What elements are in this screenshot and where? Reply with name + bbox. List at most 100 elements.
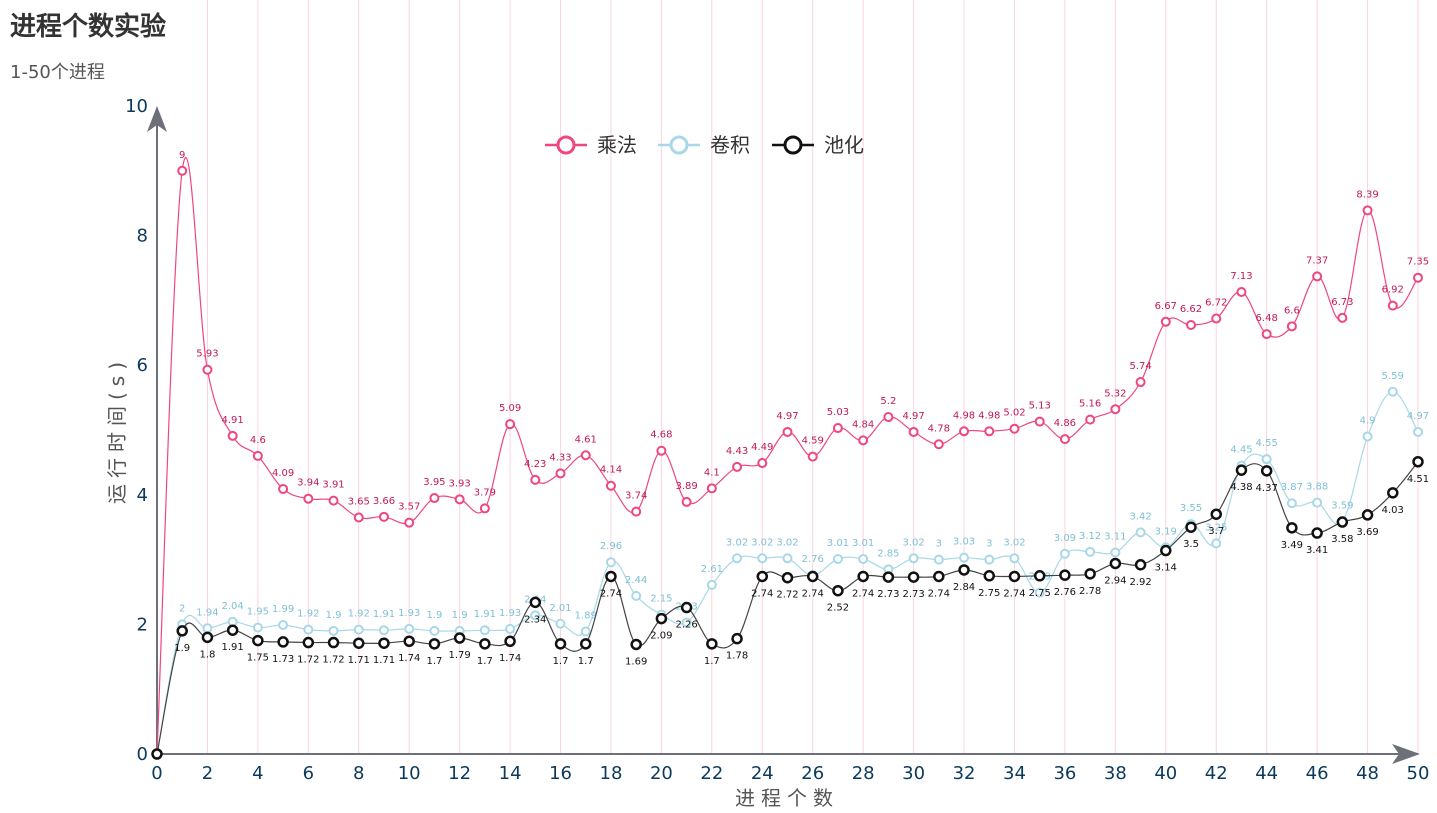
data-point-pool[interactable] [1412, 456, 1424, 468]
data-point-conv[interactable] [631, 590, 642, 601]
data-point-multiply[interactable] [1110, 404, 1121, 415]
data-point-conv[interactable] [757, 553, 768, 564]
data-point-pool[interactable] [630, 638, 642, 651]
data-point-pool[interactable] [579, 638, 592, 650]
legend-item-conv[interactable]: 卷积 [658, 133, 750, 157]
data-point-conv[interactable] [732, 553, 743, 564]
data-point-multiply[interactable] [984, 426, 995, 437]
data-point-multiply[interactable] [1186, 320, 1197, 331]
data-point-multiply[interactable] [202, 364, 213, 375]
data-point-multiply[interactable] [555, 468, 566, 479]
data-point-conv[interactable] [858, 553, 869, 564]
data-point-pool[interactable] [680, 601, 693, 614]
data-point-multiply[interactable] [227, 430, 238, 441]
data-point-pool[interactable] [403, 635, 415, 647]
data-point-conv[interactable] [378, 625, 389, 636]
legend-item-multiply[interactable]: 乘法 [545, 133, 637, 157]
data-point-pool[interactable] [529, 596, 542, 609]
data-point-multiply[interactable] [1211, 313, 1222, 324]
data-point-multiply[interactable] [1059, 434, 1070, 445]
data-point-pool[interactable] [201, 631, 214, 644]
data-point-multiply[interactable] [328, 495, 339, 506]
data-point-pool[interactable] [806, 570, 819, 583]
data-point-conv[interactable] [1362, 431, 1373, 442]
data-point-multiply[interactable] [353, 512, 364, 523]
data-point-pool[interactable] [302, 636, 315, 649]
data-point-conv[interactable] [1110, 547, 1121, 558]
legend-item-pool[interactable]: 池化 [772, 133, 864, 157]
data-point-multiply[interactable] [1286, 321, 1297, 332]
data-point-pool[interactable] [605, 570, 617, 583]
data-point-pool[interactable] [504, 635, 516, 647]
data-point-pool[interactable] [958, 564, 970, 576]
data-point-pool[interactable] [554, 638, 567, 650]
data-point-multiply[interactable] [1236, 286, 1247, 297]
data-point-pool[interactable] [731, 632, 743, 645]
data-point-conv[interactable] [1135, 527, 1146, 538]
data-point-multiply[interactable] [378, 511, 389, 522]
data-point-conv[interactable] [706, 579, 717, 590]
data-point-conv[interactable] [530, 610, 541, 621]
data-point-multiply[interactable] [177, 165, 188, 176]
data-point-conv[interactable] [202, 623, 213, 634]
data-point-conv[interactable] [984, 554, 995, 565]
data-point-multiply[interactable] [706, 483, 717, 494]
data-point-multiply[interactable] [807, 451, 818, 462]
data-point-pool[interactable] [1286, 522, 1298, 534]
data-point-multiply[interactable] [605, 480, 616, 491]
data-point-multiply[interactable] [631, 506, 642, 517]
data-point-pool[interactable] [1109, 557, 1122, 570]
data-point-conv[interactable] [328, 625, 339, 636]
data-point-conv[interactable] [1085, 546, 1096, 557]
data-point-conv[interactable] [278, 620, 289, 631]
data-point-pool[interactable] [1387, 487, 1399, 499]
data-point-pool[interactable] [907, 571, 920, 583]
legend[interactable]: 乘法 卷积 池化 [545, 133, 864, 157]
data-point-pool[interactable] [428, 638, 441, 650]
data-point-multiply[interactable] [1135, 377, 1146, 388]
data-point-multiply[interactable] [1337, 312, 1348, 323]
data-point-pool[interactable] [781, 571, 794, 584]
data-point-pool[interactable] [1361, 509, 1374, 521]
data-point-multiply[interactable] [404, 517, 415, 528]
data-point-pool[interactable] [151, 748, 163, 760]
data-point-multiply[interactable] [479, 503, 490, 514]
data-point-conv[interactable] [782, 553, 793, 564]
data-point-conv[interactable] [1286, 498, 1297, 509]
data-point-pool[interactable] [1084, 568, 1096, 580]
data-point-pool[interactable] [327, 636, 340, 649]
data-point-pool[interactable] [479, 638, 491, 650]
data-point-pool[interactable] [1210, 508, 1222, 520]
data-point-pool[interactable] [353, 637, 365, 649]
data-point-pool[interactable] [1134, 559, 1147, 571]
data-point-conv[interactable] [908, 553, 919, 564]
data-point-conv[interactable] [580, 626, 591, 637]
data-point-pool[interactable] [277, 636, 289, 648]
data-point-pool[interactable] [1185, 521, 1197, 533]
data-point-multiply[interactable] [782, 426, 793, 437]
data-point-multiply[interactable] [933, 439, 944, 450]
data-point-pool[interactable] [1008, 570, 1021, 583]
data-point-pool[interactable] [706, 638, 718, 650]
data-point-multiply[interactable] [454, 494, 465, 505]
data-point-multiply[interactable] [303, 493, 314, 504]
data-point-multiply[interactable] [908, 426, 919, 437]
data-point-conv[interactable] [933, 554, 944, 565]
data-point-conv[interactable] [555, 618, 566, 629]
data-point-pool[interactable] [857, 570, 869, 583]
data-point-pool[interactable] [655, 612, 668, 625]
data-point-pool[interactable] [1260, 465, 1273, 477]
data-point-multiply[interactable] [732, 461, 743, 472]
data-point-conv[interactable] [959, 552, 970, 563]
data-point-multiply[interactable] [1009, 423, 1020, 434]
data-point-pool[interactable] [453, 632, 466, 644]
data-point-pool[interactable] [933, 570, 945, 583]
data-point-conv[interactable] [479, 625, 490, 636]
data-point-pool[interactable] [1336, 516, 1349, 528]
data-point-multiply[interactable] [959, 426, 970, 437]
data-point-conv[interactable] [353, 624, 364, 635]
data-point-multiply[interactable] [1261, 329, 1272, 340]
data-point-pool[interactable] [1311, 527, 1323, 539]
data-point-pool[interactable] [1160, 544, 1172, 557]
data-point-pool[interactable] [882, 571, 895, 583]
